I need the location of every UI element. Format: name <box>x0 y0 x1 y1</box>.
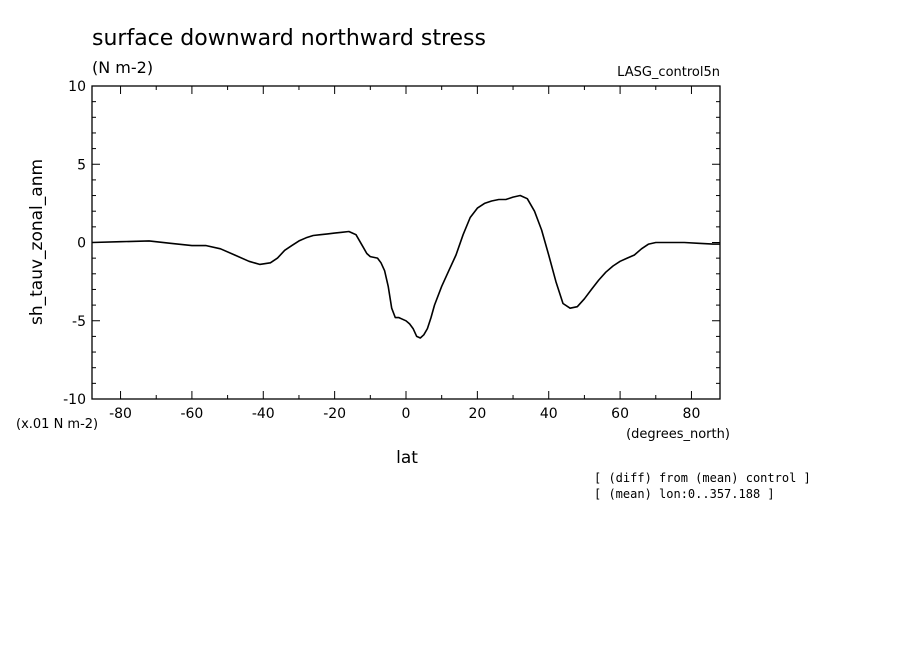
y-tick-label: 10 <box>68 79 86 95</box>
run-label: LASG_control5n <box>617 65 720 80</box>
x-axis-label: lat <box>396 448 418 468</box>
tick-labels: -80 -60 -40 -20 0 20 40 60 80 -10 -5 0 5 10 <box>63 79 700 422</box>
x-tick-label: -20 <box>323 406 346 422</box>
x-tick-label: 20 <box>468 406 486 422</box>
chart-title: surface downward northward stress <box>92 26 486 51</box>
x-tick-label: -60 <box>180 406 203 422</box>
tick-marks <box>92 85 720 400</box>
chart-units: (N m-2) <box>92 58 153 77</box>
x-tick-label: 40 <box>540 406 558 422</box>
y-tick-label: -10 <box>63 392 86 408</box>
x-axis-units: (degrees_north) <box>626 427 730 442</box>
y-tick-label: 0 <box>77 236 86 252</box>
x-tick-label: 80 <box>683 406 701 422</box>
plot-frame <box>91 85 721 400</box>
y-axis-label: sh_tauv_zonal_anm <box>27 159 47 325</box>
x-tick-label: -80 <box>109 406 132 422</box>
plot-axes <box>91 85 721 400</box>
y-tick-label: -5 <box>72 314 86 330</box>
x-tick-label: 0 <box>402 406 411 422</box>
y-axis-units: (x.01 N m-2) <box>16 417 98 432</box>
note-diff: [ (diff) from (mean) control ] <box>594 471 811 485</box>
series-line <box>91 194 720 339</box>
x-tick-label: 60 <box>611 406 629 422</box>
x-tick-label: -40 <box>252 406 275 422</box>
note-mean: [ (mean) lon:0..357.188 ] <box>594 487 775 501</box>
y-tick-label: 5 <box>77 157 86 173</box>
